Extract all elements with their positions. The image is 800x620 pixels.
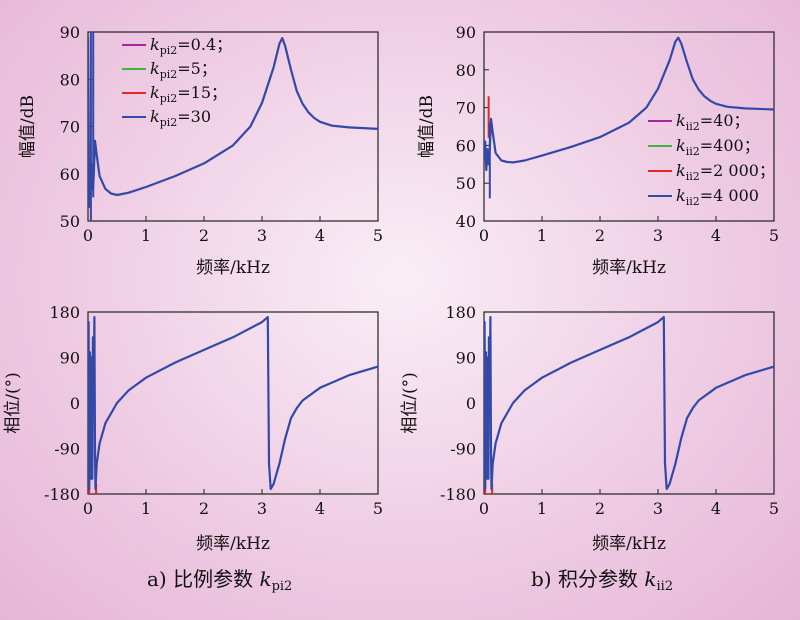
y-tick-label: -90 xyxy=(450,440,476,459)
caption-b: b) 积分参数 kii2 xyxy=(531,567,673,594)
x-tick-label: 4 xyxy=(711,499,721,518)
series-line xyxy=(484,316,774,490)
legend-entry: kii2=40； xyxy=(676,111,750,133)
y-tick-label: 90 xyxy=(456,349,476,368)
y-tick-label: 40 xyxy=(456,212,476,231)
legend-entry: kii2=4 000 xyxy=(676,186,759,208)
y-axis-label: 相位/(°) xyxy=(3,372,23,434)
caption-a: a) 比例参数 kpi2 xyxy=(147,567,292,594)
y-tick-label: 50 xyxy=(456,174,476,193)
legend-entry: kii2=2 000； xyxy=(676,161,775,183)
y-axis-label: 幅值/dB xyxy=(18,95,38,158)
x-tick-label: 2 xyxy=(595,499,605,518)
y-tick-label: 50 xyxy=(60,212,80,231)
y-tick-label: 90 xyxy=(60,23,80,42)
legend-entry: kpi2=0.4； xyxy=(150,35,232,57)
x-tick-label: 1 xyxy=(537,226,547,245)
x-tick-label: 5 xyxy=(373,499,383,518)
legend-entry: kpi2=30 xyxy=(150,107,211,129)
x-axis-label: 频率/kHz xyxy=(196,258,270,278)
legend-entry: kpi2=15； xyxy=(150,83,227,105)
x-tick-label: 2 xyxy=(199,499,209,518)
x-tick-label: 2 xyxy=(199,226,209,245)
plot-frame xyxy=(483,31,775,222)
y-tick-label: -90 xyxy=(54,440,80,459)
y-tick-label: 60 xyxy=(456,136,476,155)
x-tick-label: 3 xyxy=(653,226,663,245)
y-tick-label: -180 xyxy=(440,485,476,504)
series-line xyxy=(88,316,378,490)
series-line xyxy=(88,36,378,208)
panel-b-phase: 0 1 2 3 4 5 -180 -90 0 90 180 频率/kHz 相位/(°) xyxy=(400,303,779,554)
plot-data xyxy=(484,316,774,494)
x-axis-label: 频率/kHz xyxy=(592,534,666,554)
x-tick-label: 1 xyxy=(141,499,151,518)
y-tick-label: 0 xyxy=(466,394,476,413)
x-tick-label: 1 xyxy=(141,226,151,245)
y-tick-label: -180 xyxy=(44,485,80,504)
plot-frame xyxy=(483,311,775,495)
plot-data xyxy=(88,32,378,221)
x-tick-label: 1 xyxy=(537,499,547,518)
plot-frame xyxy=(87,311,379,495)
panel-a-phase: 0 1 2 3 4 5 -180 -90 0 90 180 频率/kHz 相位/(°) xyxy=(3,303,383,554)
y-tick-label: 80 xyxy=(456,61,476,80)
legend: kpi2=0.4；kpi2=5；kpi2=15；kpi2=30 xyxy=(122,35,232,129)
legend-entry: kii2=400； xyxy=(676,136,760,158)
x-axis-label: 频率/kHz xyxy=(196,534,270,554)
y-tick-label: 180 xyxy=(49,303,80,322)
y-tick-label: 180 xyxy=(445,303,476,322)
y-tick-label: 90 xyxy=(456,23,476,42)
x-tick-label: 4 xyxy=(711,226,721,245)
y-tick-label: 70 xyxy=(456,99,476,118)
y-axis-label: 相位/(°) xyxy=(400,372,420,434)
y-tick-label: 90 xyxy=(60,349,80,368)
x-tick-label: 0 xyxy=(479,226,489,245)
y-tick-label: 0 xyxy=(70,394,80,413)
x-axis-label: 频率/kHz xyxy=(592,258,666,278)
x-tick-label: 2 xyxy=(595,226,605,245)
plot-data xyxy=(88,316,378,494)
y-axis-label: 幅值/dB xyxy=(417,95,437,158)
x-tick-label: 3 xyxy=(257,226,267,245)
x-tick-label: 0 xyxy=(479,499,489,518)
plot-data xyxy=(484,36,774,199)
legend-entry: kpi2=5； xyxy=(150,59,217,81)
x-tick-label: 5 xyxy=(769,499,779,518)
panel-a-magnitude: 0 1 2 3 4 55060708090频率/kHz幅值/dBkpi2=0.4；kpi2… xyxy=(18,23,383,278)
y-tick-label: 60 xyxy=(60,165,80,184)
y-tick-label: 70 xyxy=(60,118,80,137)
x-tick-label: 5 xyxy=(373,226,383,245)
x-tick-label: 0 xyxy=(83,499,93,518)
x-tick-label: 4 xyxy=(315,499,325,518)
x-tick-label: 5 xyxy=(769,226,779,245)
y-tick-label: 80 xyxy=(60,70,80,89)
legend: kii2=40； kii2=400； kii2=2 000； kii2=4 000 xyxy=(648,111,775,208)
x-tick-label: 3 xyxy=(653,499,663,518)
x-tick-label: 0 xyxy=(83,226,93,245)
x-tick-label: 3 xyxy=(257,499,267,518)
series-line xyxy=(484,36,774,172)
x-tick-label: 4 xyxy=(315,226,325,245)
